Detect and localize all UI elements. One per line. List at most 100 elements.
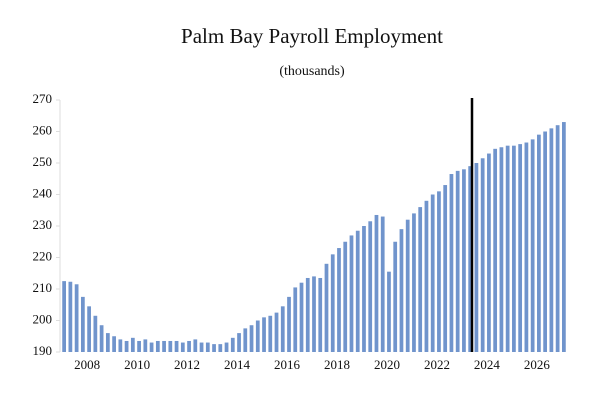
bar <box>412 213 416 352</box>
bar <box>330 254 335 352</box>
bar <box>318 277 323 352</box>
bar <box>62 281 66 352</box>
bar <box>268 315 273 352</box>
bar <box>487 153 491 352</box>
y-tick-label: 200 <box>33 311 53 326</box>
x-tick-label: 2008 <box>74 357 100 372</box>
bar <box>518 144 523 352</box>
y-tick-label: 210 <box>33 280 53 295</box>
chart-title: Palm Bay Payroll Employment <box>181 24 443 48</box>
x-tick-label: 2018 <box>324 357 350 372</box>
bar <box>155 340 160 352</box>
y-tick-label: 240 <box>33 185 53 200</box>
bar <box>324 263 329 352</box>
bar <box>280 306 285 352</box>
bar <box>74 284 79 352</box>
bar <box>99 325 104 352</box>
bar <box>543 131 548 352</box>
bar <box>174 340 179 352</box>
x-tick-label: 2014 <box>224 357 251 372</box>
bar <box>430 194 435 352</box>
bar <box>187 340 191 352</box>
bar <box>480 158 485 352</box>
bar <box>105 333 110 352</box>
bar <box>555 125 560 352</box>
bar <box>212 344 216 352</box>
bar <box>162 340 166 352</box>
bar <box>312 276 316 352</box>
bar <box>393 241 398 352</box>
bar <box>143 339 148 352</box>
bar <box>380 216 385 352</box>
bar <box>130 337 135 352</box>
bar <box>474 163 479 352</box>
x-tick-label: 2016 <box>274 357 301 372</box>
bar <box>68 281 73 352</box>
bar <box>468 166 473 352</box>
bar <box>530 139 535 352</box>
bar <box>455 170 460 352</box>
bar <box>343 241 348 352</box>
y-tick-label: 250 <box>33 154 53 169</box>
bar <box>493 148 498 352</box>
x-tick-label: 2012 <box>174 357 200 372</box>
bar <box>230 337 235 352</box>
bar <box>374 214 379 352</box>
bar <box>537 134 541 352</box>
bar <box>299 282 304 352</box>
bar <box>549 128 554 352</box>
bar <box>218 344 223 352</box>
bar <box>193 339 198 352</box>
bar <box>149 342 154 352</box>
y-tick-label: 190 <box>33 343 53 358</box>
x-tick-label: 2010 <box>124 357 150 372</box>
bar <box>437 191 441 352</box>
chart-subtitle: (thousands) <box>279 64 345 79</box>
y-tick-label: 230 <box>33 217 53 232</box>
bar <box>255 320 260 352</box>
bar <box>262 317 266 352</box>
y-tick-label: 260 <box>33 122 53 137</box>
bar <box>93 315 98 352</box>
bar <box>462 169 466 352</box>
bar <box>499 147 504 352</box>
bar <box>293 287 298 352</box>
bar <box>80 296 85 352</box>
bar <box>168 340 173 352</box>
bar <box>362 226 366 352</box>
bar <box>274 312 279 352</box>
bar <box>180 342 185 352</box>
bar <box>524 142 529 352</box>
bar <box>418 207 423 352</box>
bar <box>237 333 241 352</box>
bar <box>387 271 391 352</box>
bar <box>243 328 248 352</box>
x-tick-label: 2020 <box>374 357 400 372</box>
bar <box>399 229 404 352</box>
bar <box>287 296 291 352</box>
bar <box>562 122 566 352</box>
bar <box>205 342 210 352</box>
y-tick-label: 270 <box>33 91 53 106</box>
bar <box>355 230 360 352</box>
x-tick-label: 2022 <box>424 357 450 372</box>
bar <box>124 340 129 352</box>
x-tick-label: 2026 <box>524 357 551 372</box>
x-tick-label: 2024 <box>474 357 501 372</box>
bar <box>405 219 410 352</box>
bar <box>505 145 510 352</box>
bar <box>349 235 354 352</box>
bar <box>137 340 141 352</box>
bar <box>337 248 341 352</box>
bar <box>112 336 116 352</box>
bar <box>443 185 448 352</box>
bar <box>87 306 91 352</box>
bar <box>512 145 516 352</box>
bar <box>249 325 254 352</box>
bar <box>199 342 204 352</box>
bar <box>305 277 310 352</box>
bar <box>449 174 454 352</box>
bar <box>224 342 229 352</box>
bar <box>424 200 429 352</box>
